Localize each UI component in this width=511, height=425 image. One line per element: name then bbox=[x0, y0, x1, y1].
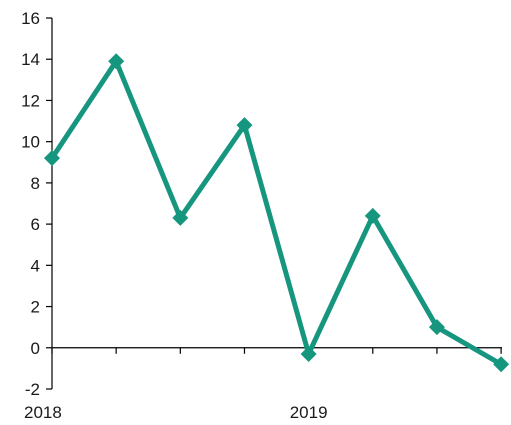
x-tick-label: 2018 bbox=[24, 403, 62, 422]
y-tick-label: 0 bbox=[31, 339, 40, 358]
y-tick-label: 14 bbox=[21, 50, 40, 69]
data-point-marker bbox=[172, 209, 189, 226]
data-point-marker bbox=[428, 319, 445, 336]
x-tick-label: 2019 bbox=[290, 403, 328, 422]
y-tick-label: 10 bbox=[21, 133, 40, 152]
y-axis: -2 0 2 4 6 8 10 12 14 16 bbox=[21, 9, 53, 399]
data-point-marker bbox=[364, 207, 381, 224]
y-tick-label: 8 bbox=[31, 174, 40, 193]
y-tick-label: 4 bbox=[31, 256, 40, 275]
y-tick-label: 12 bbox=[21, 91, 40, 110]
data-point-marker bbox=[108, 53, 125, 70]
x-axis: 2018 2019 bbox=[24, 347, 502, 422]
y-tick-label: -2 bbox=[25, 380, 40, 399]
y-tick-label: 2 bbox=[31, 298, 40, 317]
y-tick-label: 6 bbox=[31, 215, 40, 234]
data-point-marker bbox=[300, 345, 317, 362]
series-line bbox=[49, 58, 504, 367]
data-point-marker bbox=[44, 150, 60, 167]
series-group bbox=[44, 53, 510, 373]
data-point-marker bbox=[493, 356, 510, 373]
y-tick-label: 16 bbox=[21, 9, 40, 28]
data-point-marker bbox=[236, 117, 253, 134]
